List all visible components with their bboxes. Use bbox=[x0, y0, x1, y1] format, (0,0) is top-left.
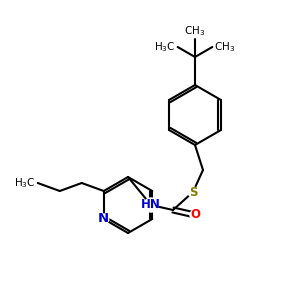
Text: H$_3$C: H$_3$C bbox=[14, 176, 36, 190]
Text: O: O bbox=[190, 208, 200, 221]
Text: HN: HN bbox=[141, 199, 161, 212]
Text: CH$_3$: CH$_3$ bbox=[214, 40, 236, 54]
Text: S: S bbox=[189, 185, 197, 199]
Circle shape bbox=[188, 187, 198, 197]
Text: N: N bbox=[98, 212, 109, 226]
Circle shape bbox=[99, 214, 109, 224]
Text: CH$_3$: CH$_3$ bbox=[184, 24, 206, 38]
Circle shape bbox=[144, 198, 158, 212]
Circle shape bbox=[190, 210, 200, 220]
Text: H$_3$C: H$_3$C bbox=[154, 40, 176, 54]
